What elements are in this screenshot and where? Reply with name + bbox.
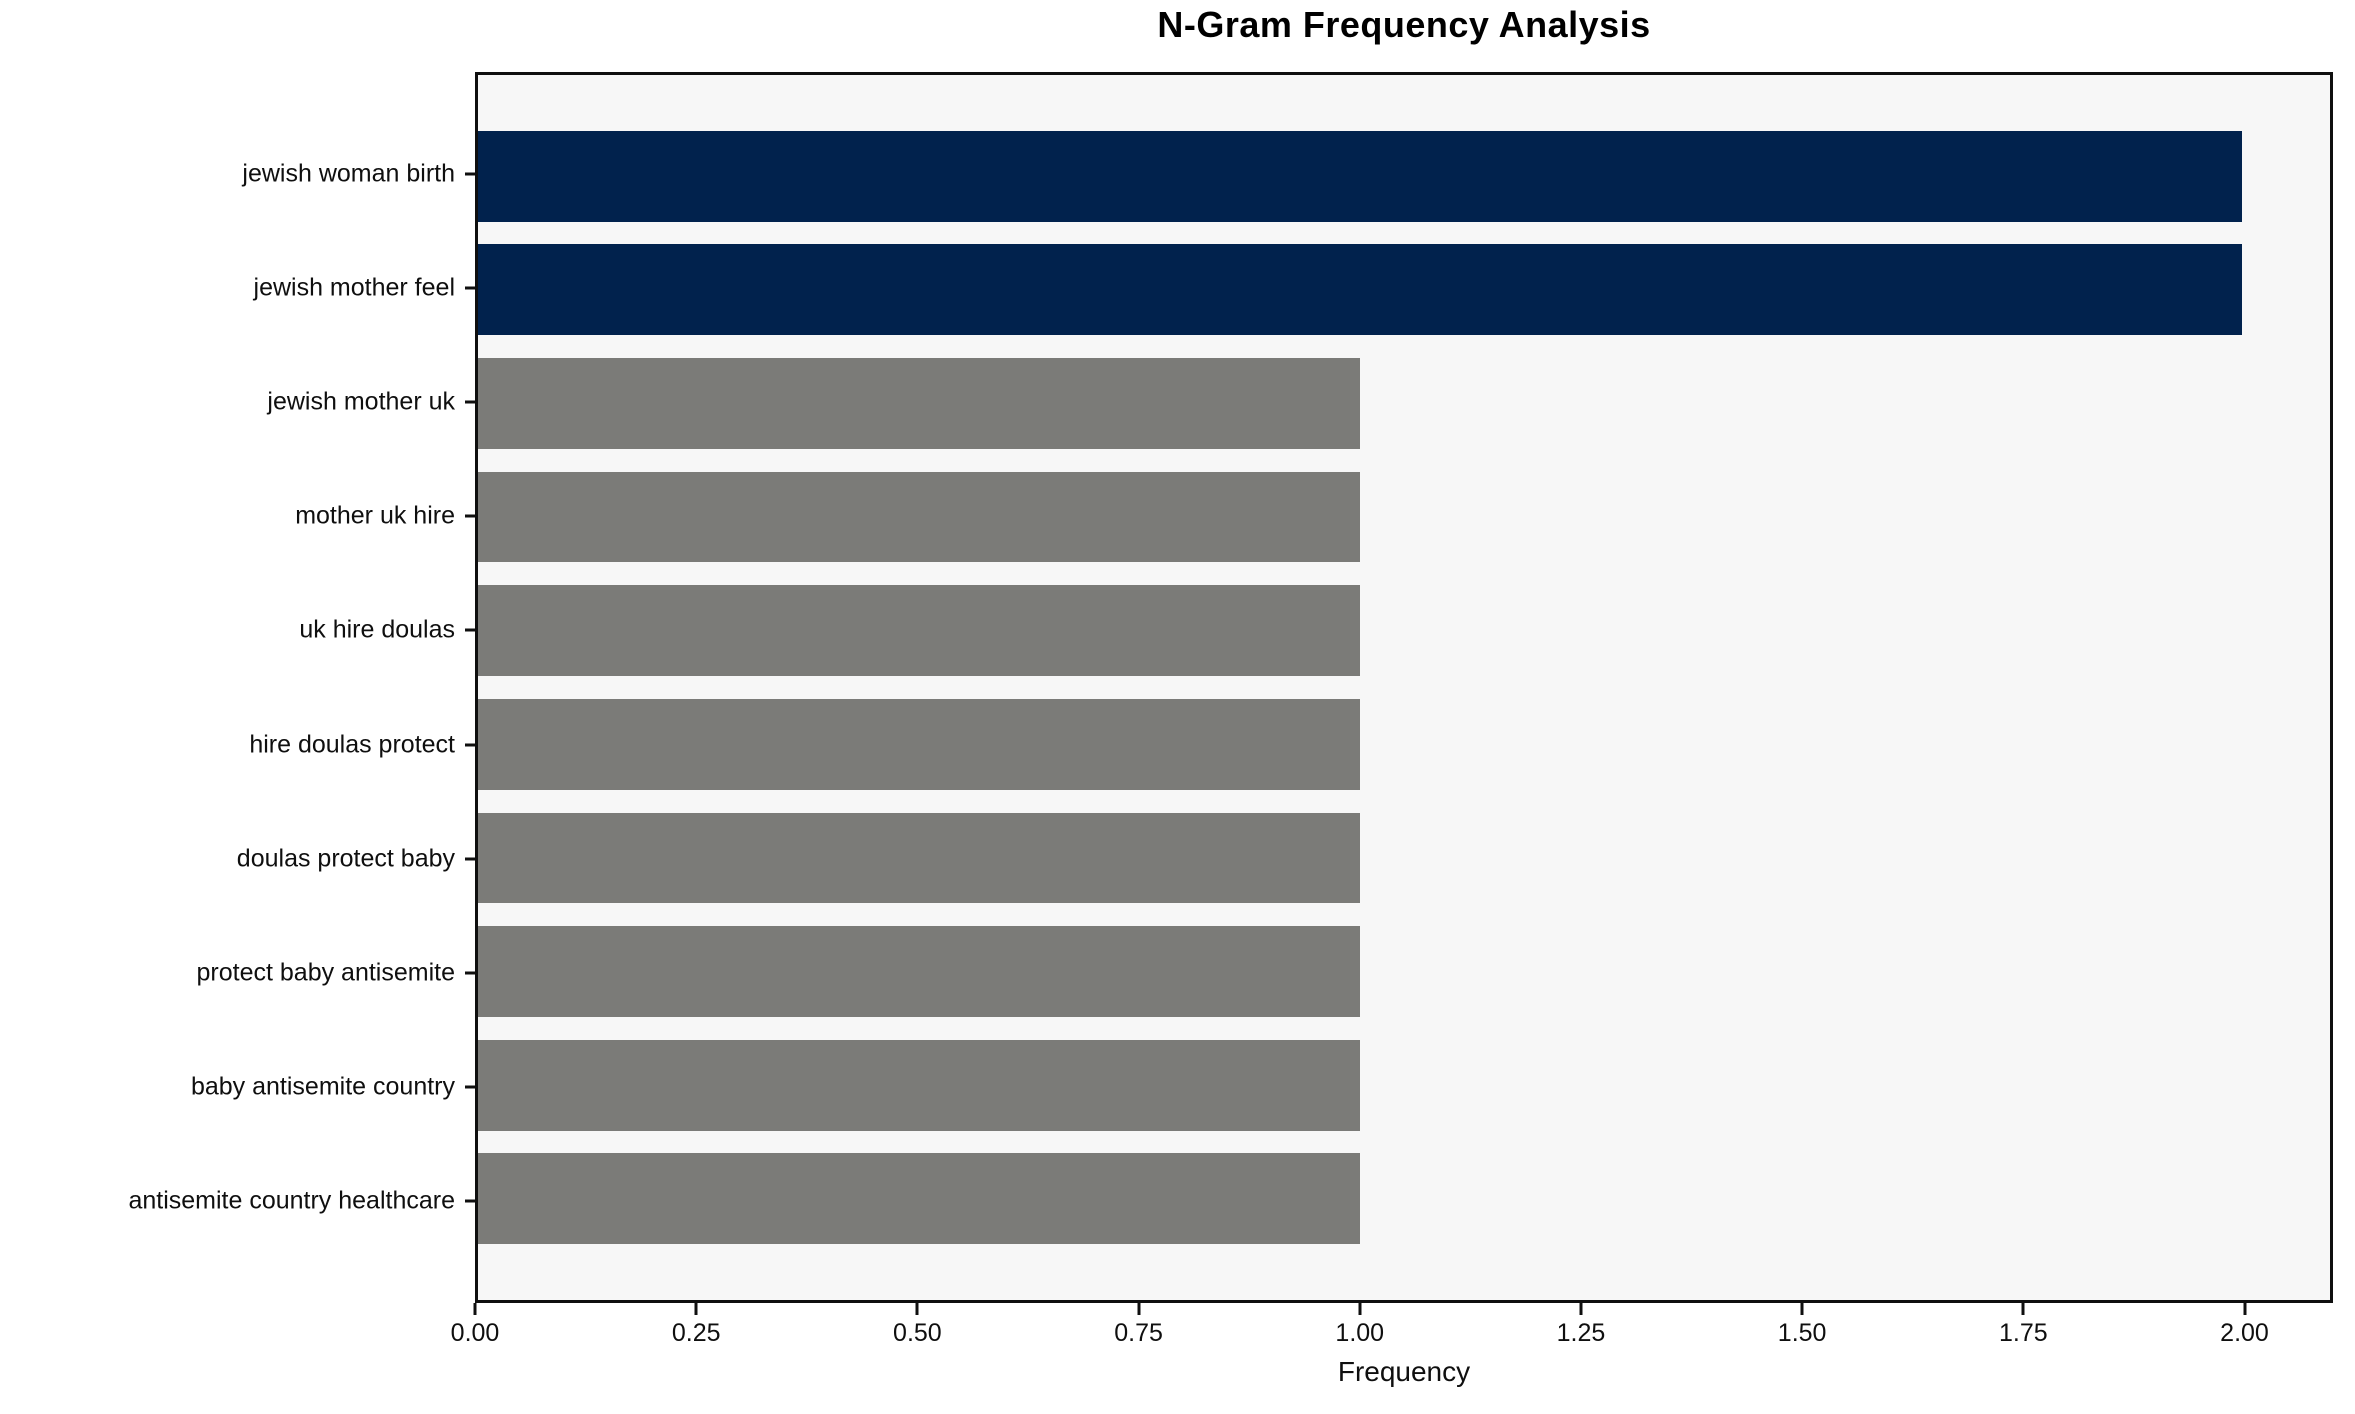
plot-area: [475, 72, 2333, 1303]
y-tick-label: hire doulas protect: [249, 730, 455, 759]
y-tick-label: mother uk hire: [295, 501, 455, 530]
y-tick-mark: [465, 400, 475, 404]
y-tick-mark: [465, 1085, 475, 1089]
bar: [478, 812, 1360, 904]
x-tick-label: 0.75: [1114, 1319, 1163, 1347]
y-tick-label: uk hire doulas: [299, 615, 455, 644]
x-axis-title: Frequency: [1337, 1356, 1471, 1387]
y-tick-mark: [465, 628, 475, 632]
x-tick-label: 0.25: [671, 1319, 721, 1347]
bar: [478, 471, 1360, 563]
y-tick-mark: [465, 286, 475, 290]
x-tick-label: 1.00: [1335, 1319, 1385, 1347]
y-tick-mark: [465, 743, 475, 747]
x-tick-label: 2.00: [2220, 1319, 2269, 1347]
x-tick-mark: [694, 1303, 698, 1315]
x-tick-mark: [2243, 1303, 2247, 1315]
x-tick-mark: [1137, 1303, 1141, 1315]
bar: [478, 1153, 1360, 1245]
x-tick-label: 1.50: [1777, 1319, 1827, 1347]
x-tick-mark: [1358, 1303, 1362, 1315]
x-tick-label: 1.25: [1556, 1319, 1606, 1347]
y-tick-label: baby antisemite country: [190, 1072, 455, 1101]
bar: [478, 244, 2242, 336]
x-tick-label: 0.00: [450, 1319, 500, 1347]
x-tick-mark: [1579, 1303, 1583, 1315]
x-tick-mark: [473, 1303, 477, 1315]
y-tick-label: doulas protect baby: [236, 844, 455, 873]
y-tick-mark: [465, 514, 475, 518]
x-tick-mark: [1800, 1303, 1804, 1315]
y-tick-label: jewish mother feel: [253, 273, 455, 302]
x-tick-mark: [915, 1303, 919, 1315]
y-tick-mark: [465, 172, 475, 176]
y-tick-label: jewish mother uk: [267, 387, 455, 416]
y-tick-label: protect baby antisemite: [196, 958, 455, 987]
x-tick-label: 1.75: [1998, 1319, 2048, 1347]
y-tick-mark: [465, 857, 475, 861]
y-tick-mark: [465, 971, 475, 975]
bar: [478, 698, 1360, 790]
bar: [478, 357, 1360, 449]
y-tick-label: jewish woman birth: [242, 159, 455, 188]
y-tick-label: antisemite country healthcare: [128, 1186, 455, 1215]
bar: [478, 130, 2242, 222]
y-tick-mark: [465, 1199, 475, 1203]
bar: [478, 585, 1360, 677]
y-axis: jewish woman birth jewish mother feel jewi…: [0, 72, 475, 1303]
chart-title: N-Gram Frequency Analysis: [1157, 4, 1651, 45]
bar: [478, 1039, 1360, 1131]
bar: [478, 926, 1360, 1018]
x-axis: 0.00 0.25 0.50 0.75 1.00 1.25 1.50 1.75 2.00: [451, 1303, 2333, 1363]
x-tick-label: 0.50: [893, 1319, 942, 1347]
x-tick-mark: [2021, 1303, 2025, 1315]
